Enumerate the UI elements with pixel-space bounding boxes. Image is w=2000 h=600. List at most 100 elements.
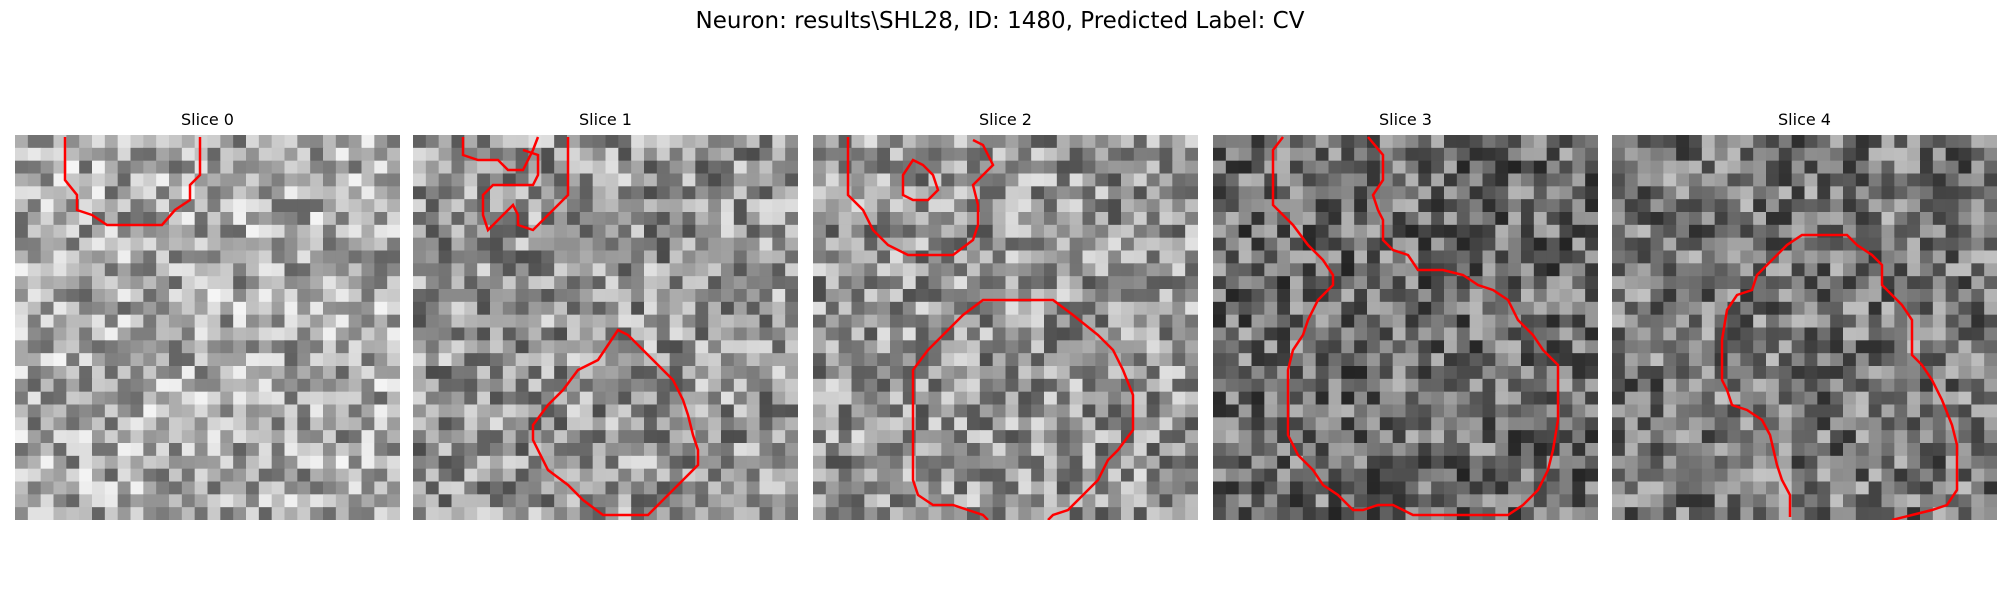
pixel <box>348 250 363 264</box>
slice-image-2 <box>813 135 1198 520</box>
pixel <box>1290 135 1304 149</box>
pixel <box>1572 199 1586 213</box>
pixel <box>1044 327 1058 341</box>
pixel <box>1328 314 1342 329</box>
pixel <box>53 160 67 175</box>
pixel <box>1146 276 1161 290</box>
pixel <box>1315 314 1330 329</box>
pixel <box>746 186 761 200</box>
pixel <box>579 263 594 277</box>
pixel <box>156 212 170 226</box>
pixel <box>1984 507 1997 520</box>
pixel <box>992 224 1007 239</box>
pixel <box>1328 135 1342 149</box>
pixel <box>1843 147 1857 162</box>
pixel <box>1213 443 1227 457</box>
pixel <box>1367 147 1381 162</box>
pixel <box>1456 160 1471 175</box>
pixel <box>851 186 865 200</box>
pixel <box>721 340 735 354</box>
pixel <box>851 135 865 149</box>
pixel <box>1971 212 1985 226</box>
pixel <box>1727 314 1741 329</box>
pixel <box>1817 366 1831 380</box>
pixel <box>220 494 234 508</box>
pixel <box>825 199 840 213</box>
pixel <box>1290 212 1304 226</box>
pixel <box>1302 353 1317 367</box>
pixel <box>1881 494 1895 508</box>
pixel <box>825 160 840 175</box>
pixel <box>1251 353 1265 367</box>
pixel <box>53 314 67 329</box>
pixel <box>1508 507 1522 520</box>
pixel <box>967 147 981 162</box>
pixel <box>759 314 773 329</box>
pixel <box>1868 507 1883 520</box>
pixel <box>156 340 170 354</box>
pixel <box>220 147 234 162</box>
pixel <box>618 160 632 175</box>
pixel <box>902 340 917 354</box>
pixel <box>1843 186 1857 200</box>
pixel <box>1108 160 1122 175</box>
pixel <box>425 494 440 508</box>
pixel <box>1495 237 1509 252</box>
pixel <box>708 199 722 213</box>
pixel <box>1251 224 1265 239</box>
pixel <box>605 366 619 380</box>
pixel <box>490 212 504 226</box>
pixel <box>1108 301 1122 316</box>
pixel <box>1701 186 1716 200</box>
pixel <box>1637 468 1652 483</box>
pixel <box>490 391 504 406</box>
pixel <box>928 366 942 380</box>
pixel <box>1689 173 1703 187</box>
pixel <box>682 289 696 303</box>
pixel <box>425 366 440 380</box>
pixel <box>1533 314 1548 329</box>
pixel <box>954 468 968 483</box>
pixel <box>1585 212 1598 226</box>
pixel <box>1302 494 1317 508</box>
pixel <box>1082 391 1096 406</box>
pixel <box>246 430 260 444</box>
pixel <box>1881 404 1895 418</box>
pixel <box>323 494 337 508</box>
pixel <box>851 314 865 329</box>
pixel <box>1843 250 1857 264</box>
pixel <box>1251 237 1265 252</box>
pixel <box>425 443 440 457</box>
pixel <box>1108 404 1122 418</box>
pixel <box>335 237 350 252</box>
pixel <box>1843 327 1857 341</box>
pixel <box>502 263 517 277</box>
pixel <box>1855 135 1870 149</box>
pixel <box>954 250 968 264</box>
pixel <box>1225 276 1240 290</box>
pixel <box>967 455 981 470</box>
pixel <box>1932 314 1947 329</box>
pixel <box>66 443 80 457</box>
pixel <box>335 494 350 508</box>
pixel <box>941 340 955 354</box>
pixel <box>1868 391 1883 406</box>
pixel <box>1431 186 1445 200</box>
pixel <box>246 160 260 175</box>
pixel <box>928 404 942 418</box>
pixel <box>1830 430 1844 444</box>
pixel <box>1121 353 1135 367</box>
pixel <box>207 276 221 290</box>
pixel <box>1495 327 1509 341</box>
pixel <box>53 378 67 393</box>
pixel <box>1108 289 1122 303</box>
pixel <box>451 147 465 162</box>
pixel <box>1817 289 1831 303</box>
pixel <box>194 455 209 470</box>
pixel <box>838 314 853 329</box>
pixel <box>1277 314 1291 329</box>
pixel <box>1868 340 1883 354</box>
pixel <box>323 263 337 277</box>
pixel <box>721 404 735 418</box>
pixel <box>1044 430 1058 444</box>
